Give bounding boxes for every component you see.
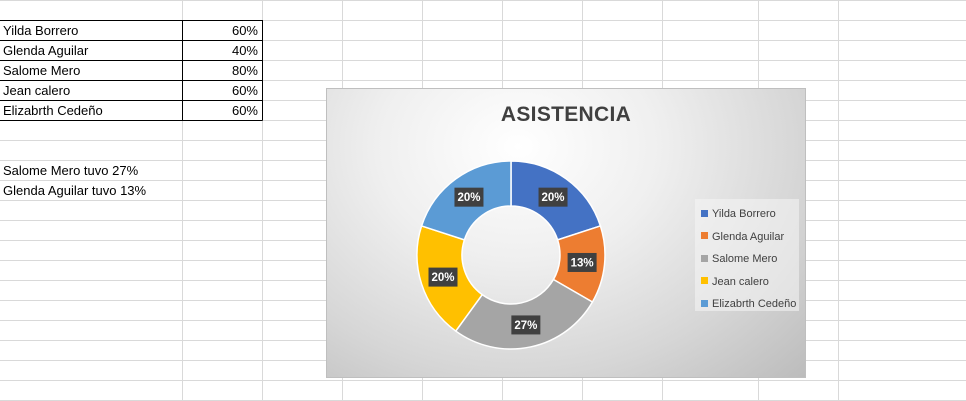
legend-swatch — [701, 254, 708, 262]
donut-chart[interactable]: 20% 13% 27% 20% 20% — [327, 89, 805, 377]
data-label-box — [511, 315, 541, 335]
legend-entry[interactable]: Yilda Borrero — [701, 207, 776, 221]
legend-swatch — [701, 209, 708, 217]
data-label: 20% — [542, 192, 565, 204]
legend-swatch — [701, 277, 708, 285]
cell-name[interactable]: Salome Mero — [3, 63, 81, 78]
cell-value[interactable]: 60% — [231, 103, 258, 118]
data-label-box — [567, 252, 597, 272]
legend-entry[interactable]: Salome Mero — [701, 252, 777, 266]
legend-entry[interactable]: Elizabrth Cedeño — [701, 297, 796, 311]
data-label: 20% — [457, 192, 480, 204]
cell-name[interactable]: Glenda Aguilar — [3, 43, 89, 58]
chart-legend[interactable]: Yilda Borrero Glenda Aguilar Salome Mero Je… — [695, 199, 799, 311]
legend-label: Yilda Borrero — [712, 208, 776, 220]
cell-note[interactable]: Salome Mero tuvo 27% — [3, 163, 139, 178]
cell-name[interactable]: Jean calero — [3, 83, 71, 98]
legend-swatch — [701, 232, 708, 240]
cell-name[interactable]: Elizabrth Cedeño — [3, 103, 103, 118]
chart-title[interactable]: ASISTENCIA — [500, 103, 632, 126]
cell-value[interactable]: 60% — [231, 83, 258, 98]
cell-value[interactable]: 60% — [231, 23, 258, 38]
cell-value[interactable]: 80% — [231, 63, 258, 78]
legend-label: Elizabrth Cedeño — [712, 298, 797, 310]
legend-label: Salome Mero — [712, 253, 778, 265]
data-label-box — [428, 267, 458, 287]
data-label: 20% — [431, 272, 454, 284]
data-label-box — [454, 187, 484, 207]
cell-name[interactable]: Yilda Borrero — [3, 23, 79, 38]
cell-note[interactable]: Glenda Aguilar tuvo 13% — [3, 183, 147, 198]
data-label: 27% — [514, 320, 537, 332]
legend-label: Glenda Aguilar — [712, 230, 785, 243]
cell-value[interactable]: 40% — [231, 43, 258, 58]
legend-swatch — [701, 299, 708, 307]
legend-label: Jean calero — [712, 275, 769, 288]
data-label-box — [538, 187, 568, 207]
legend-entry[interactable]: Jean calero — [701, 275, 769, 289]
legend-entry[interactable]: Glenda Aguilar — [701, 230, 784, 244]
chart-area[interactable]: ASISTENCIA 20% 13% 27% 20% 20% Yilda Borrero… — [326, 88, 806, 378]
donut-slice[interactable] — [454, 278, 594, 350]
data-label: 13% — [571, 257, 594, 269]
